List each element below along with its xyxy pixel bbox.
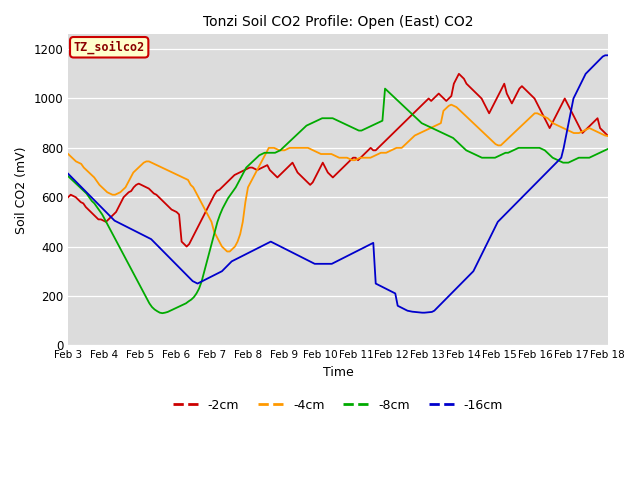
X-axis label: Time: Time	[323, 366, 353, 379]
Title: Tonzi Soil CO2 Profile: Open (East) CO2: Tonzi Soil CO2 Profile: Open (East) CO2	[203, 15, 473, 29]
Text: TZ_soilco2: TZ_soilco2	[74, 40, 145, 54]
Y-axis label: Soil CO2 (mV): Soil CO2 (mV)	[15, 146, 28, 234]
Legend: -2cm, -4cm, -8cm, -16cm: -2cm, -4cm, -8cm, -16cm	[168, 394, 508, 417]
